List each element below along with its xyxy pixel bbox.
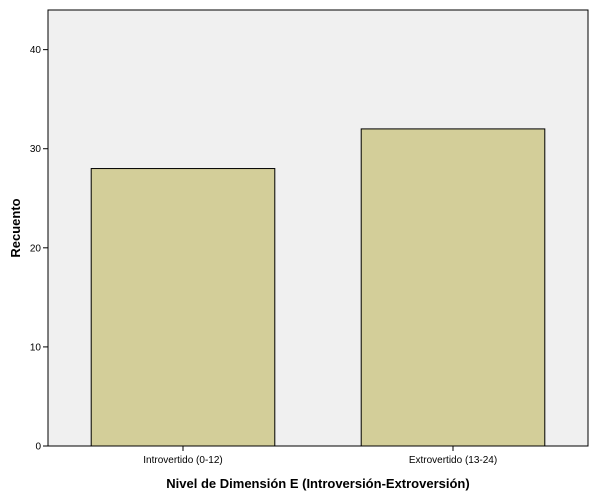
x-tick-label: Extrovertido (13-24) [409, 455, 497, 466]
y-axis: 0 10 20 30 40 [30, 45, 48, 453]
x-axis: Introvertido (0-12) Extrovertido (13-24) [143, 446, 497, 466]
y-tick-label: 20 [30, 243, 42, 254]
bars-group [90, 128, 546, 447]
y-tick-label: 0 [35, 442, 41, 453]
y-tick-label: 10 [30, 342, 42, 353]
x-axis-title: Nivel de Dimensión E (Introversión-Extro… [166, 476, 469, 491]
bar [90, 168, 276, 447]
x-tick-label: Introvertido (0-12) [143, 455, 222, 466]
y-axis-title: Recuento [8, 198, 23, 257]
bar [360, 128, 546, 447]
y-tick-label: 30 [30, 144, 42, 155]
y-tick-label: 40 [30, 45, 42, 56]
